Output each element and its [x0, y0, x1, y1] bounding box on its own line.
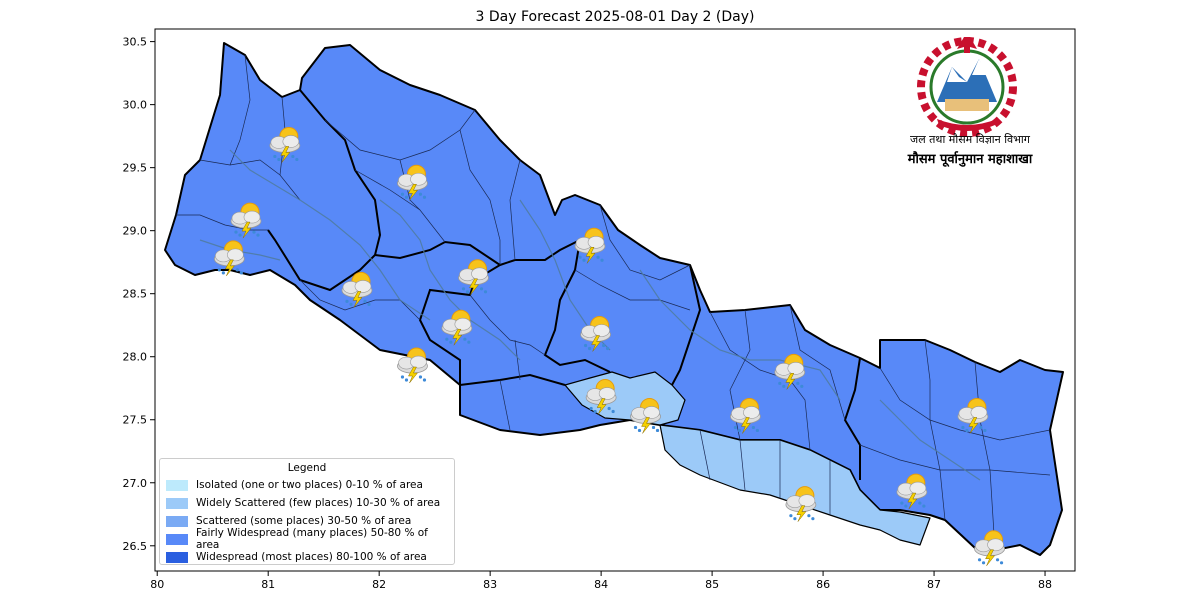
plot-frame	[154, 28, 1076, 572]
x-tick-label: 85	[705, 578, 719, 591]
legend-item-widely-scattered: Widely Scattered (few places) 10-30 % of…	[160, 494, 454, 512]
legend-item-widespread: Widespread (most places) 80-100 % of are…	[160, 548, 454, 566]
river-network	[199, 149, 981, 481]
y-tick-label: 30.5	[123, 36, 148, 49]
legend-title: Legend	[287, 462, 327, 474]
department-caption: जल तथा मौसम विज्ञान विभाग मौसम पूर्वानुम…	[880, 132, 1060, 167]
legend-label: Fairly Widespread (many places) 50-80 % …	[195, 527, 428, 551]
x-tick-label: 83	[483, 578, 497, 591]
nepal-territory-fairly-widespread	[164, 42, 1064, 556]
x-tick-label: 82	[372, 578, 386, 591]
legend-item-isolated: Isolated (one or two places) 0-10 % of a…	[160, 476, 454, 494]
y-tick-label: 29.0	[123, 225, 148, 238]
y-tick-label: 27.5	[123, 414, 148, 427]
legend-label: Widespread (most places) 80-100 % of are…	[196, 551, 427, 563]
x-tick-label: 81	[261, 578, 275, 591]
legend-swatch	[166, 515, 188, 527]
x-tick-label: 87	[927, 578, 941, 591]
x-tick-label: 86	[816, 578, 830, 591]
y-tick-label: 30.0	[123, 99, 148, 112]
legend-item-scattered: Scattered (some places) 30-50 % of area	[160, 512, 454, 530]
legend-swatch	[166, 551, 188, 563]
legend-swatch	[166, 533, 188, 545]
y-tick-label: 28.5	[123, 288, 148, 301]
legend-swatch	[166, 497, 188, 509]
x-tick-label: 88	[1038, 578, 1052, 591]
legend-label: Scattered (some places) 30-50 % of area	[196, 515, 412, 527]
y-tick-label: 27.0	[123, 477, 148, 490]
legend-label: Widely Scattered (few places) 10-30 % of…	[196, 497, 441, 509]
x-tick-label: 80	[150, 578, 164, 591]
legend-label: Isolated (one or two places) 0-10 % of a…	[196, 479, 423, 491]
nepal-emblem-icon	[917, 37, 1017, 137]
department-name: जल तथा मौसम विज्ञान विभाग	[910, 133, 1030, 146]
legend-item-fairly-widespread: Fairly Widespread (many places) 50-80 % …	[160, 527, 454, 551]
map-title: 3 Day Forecast 2025-08-01 Day 2 (Day)	[475, 9, 755, 25]
legend-swatch	[166, 479, 188, 491]
x-tick-label: 84	[594, 578, 608, 591]
district-boundaries	[176, 54, 1051, 551]
axis-ticks: 80 81 82 83 84 85 86 87 88 30.5 30.0 29.5 29.0 28.5 28…	[123, 36, 1053, 591]
division-name: मौसम पूर्वानुमान महाशाखा	[907, 152, 1033, 167]
legend: Legend Isolated (one or two places) 0-10…	[159, 458, 455, 565]
y-tick-label: 28.0	[123, 351, 148, 364]
y-tick-label: 29.5	[123, 162, 148, 175]
region-widely-scattered	[659, 424, 931, 546]
y-tick-label: 26.5	[123, 540, 148, 553]
